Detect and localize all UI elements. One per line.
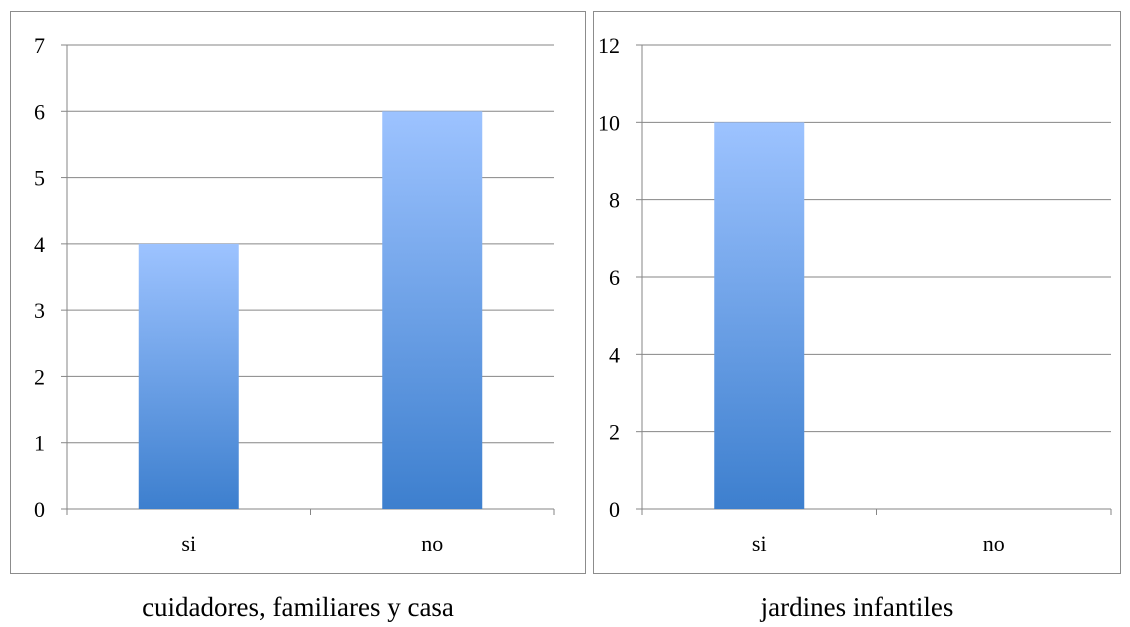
y-tick-label: 1 <box>34 431 45 456</box>
y-tick-label: 10 <box>598 110 620 135</box>
y-tick-label: 12 <box>598 33 620 58</box>
y-tick-label: 4 <box>609 342 620 367</box>
bar-chart-cuidadores: 0 1 2 3 4 5 6 7 si no <box>34 33 555 556</box>
y-tick-label: 7 <box>34 33 45 58</box>
chart-panel-jardines: 0 2 4 6 8 10 12 si no <box>593 11 1121 574</box>
y-tick-label: 2 <box>34 364 45 389</box>
x-category-label: si <box>181 531 196 556</box>
y-tick-label: 3 <box>34 298 45 323</box>
y-tick-label: 6 <box>34 99 45 124</box>
x-category-label: si <box>752 531 767 556</box>
y-tick-label: 8 <box>609 188 620 213</box>
bar-si <box>138 243 239 509</box>
x-category-label: no <box>421 531 443 556</box>
y-tick-label: 5 <box>34 166 45 191</box>
chart-panel-cuidadores: 0 1 2 3 4 5 6 7 si no <box>10 11 586 574</box>
bar-chart-jardines: 0 2 4 6 8 10 12 si no <box>598 33 1112 556</box>
chart-caption-jardines: jardines infantiles <box>760 592 954 622</box>
chart-caption-cuidadores: cuidadores, familiares y casa <box>142 592 454 622</box>
y-tick-label: 2 <box>609 420 620 445</box>
y-tick-label: 6 <box>609 265 620 290</box>
y-tick-label: 0 <box>34 497 45 522</box>
bar-no <box>382 111 483 510</box>
y-tick-label: 4 <box>34 232 45 257</box>
x-category-label: no <box>983 531 1005 556</box>
bar-si <box>714 122 805 509</box>
y-tick-label: 0 <box>609 497 620 522</box>
